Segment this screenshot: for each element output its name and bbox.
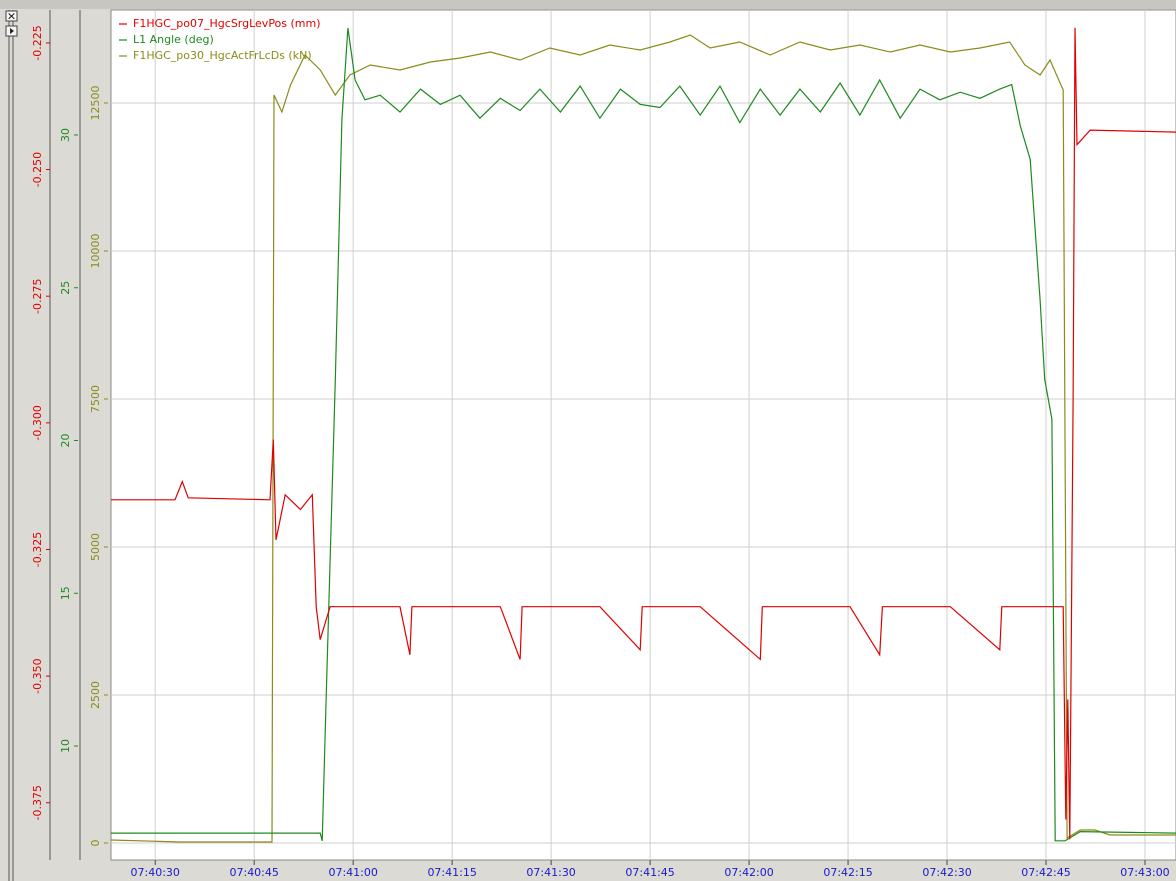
y-tick-label: -0.300 [31, 405, 44, 440]
y-tick-label: 5000 [89, 533, 102, 561]
x-tick-label: 07:41:45 [625, 866, 674, 879]
legend-label: F1HGC_po07_HgcSrgLevPos (mm) [133, 17, 321, 30]
y-tick-label: -0.325 [31, 532, 44, 567]
y-tick-label: 20 [59, 433, 72, 447]
plot-area [110, 9, 1176, 861]
y-tick-label: 10000 [89, 234, 102, 269]
x-tick-label: 07:42:30 [922, 866, 971, 879]
legend-label: L1 Angle (deg) [133, 33, 214, 46]
series-line [111, 34, 1176, 843]
y-tick-label: 12500 [89, 86, 102, 121]
y-tick-label: 0 [89, 840, 102, 847]
axes: 07:40:30 07:40:45 07:41:00 07:41:15 07:41:30… [31, 25, 1170, 879]
y-tick-label: 30 [59, 128, 72, 142]
x-tick-label: 07:41:30 [526, 866, 575, 879]
y-tick-label: 15 [59, 586, 72, 600]
y-tick-label: 10 [59, 739, 72, 753]
y-tick-label: 2500 [89, 681, 102, 709]
x-tick-label: 07:41:00 [328, 866, 377, 879]
grid [111, 10, 1176, 860]
expand-icon [10, 28, 14, 34]
series-line [111, 27, 1176, 842]
legend-label: F1HGC_po30_HgcActFrLcDs (kN) [133, 49, 312, 62]
lines [111, 27, 1176, 843]
y-tick-label: -0.275 [31, 278, 44, 313]
legend: F1HGC_po07_HgcSrgLevPos (mm) L1 Angle (de… [119, 17, 321, 62]
y-tick-label: -0.350 [31, 658, 44, 693]
x-tick-label: 07:42:45 [1021, 866, 1070, 879]
y-tick-label: -0.375 [31, 785, 44, 820]
y-tick-label: -0.225 [31, 25, 44, 60]
x-tick-label: 07:40:45 [229, 866, 278, 879]
y-tick-label: 7500 [89, 385, 102, 413]
x-tick-label: 07:42:15 [823, 866, 872, 879]
series-line [111, 27, 1176, 840]
x-tick-label: 07:41:15 [427, 866, 476, 879]
top-bar [0, 0, 1176, 9]
close-icon: × [7, 10, 16, 23]
x-tick-label: 07:42:00 [724, 866, 773, 879]
x-tick-label: 07:40:30 [131, 866, 180, 879]
y-tick-label: -0.250 [31, 152, 44, 187]
y-tick-label: 25 [59, 281, 72, 295]
x-tick-label: 07:43:00 [1120, 866, 1169, 879]
close-button[interactable] [5, 10, 18, 22]
